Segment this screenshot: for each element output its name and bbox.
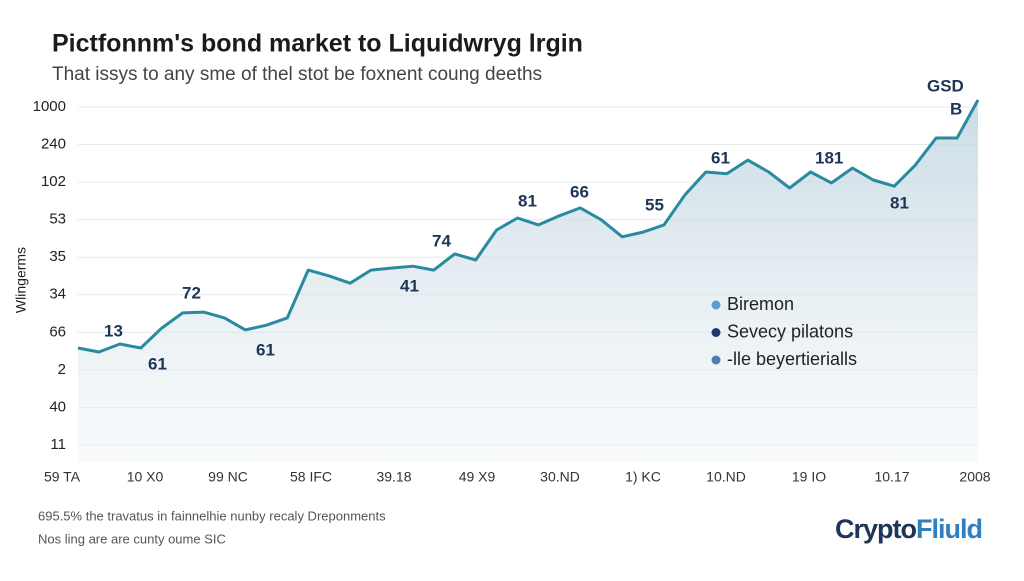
y-axis-label: 66 [49, 323, 66, 340]
annotation: 81 [890, 193, 909, 212]
y-axis-title: Wlingerms [13, 247, 29, 313]
chart-title: Pictfonnm's bond market to Liquidwryg lr… [52, 30, 583, 58]
logo: CryptoFliuld [835, 514, 982, 544]
y-axis-label: 35 [49, 248, 66, 265]
x-tick-label: 99 NC [208, 469, 248, 485]
x-tick-label: 59 TA [44, 469, 81, 485]
annotation: 72 [182, 283, 201, 302]
annotation: 74 [432, 231, 451, 250]
annotation: 61 [256, 340, 275, 359]
annotation: 66 [570, 182, 589, 201]
logo-part: Crypto [835, 514, 917, 544]
annotation: B [950, 99, 962, 118]
line [77, 99, 980, 354]
x-tick-label: 10.17 [874, 469, 909, 485]
x-tick-label: 49 X9 [459, 469, 496, 485]
area [78, 100, 978, 462]
annotation: 55 [645, 195, 664, 214]
x-tick-label: 2008 [959, 469, 990, 485]
footnote: 695.5% the travatus in fainnelhie nunby … [38, 508, 386, 523]
y-axis-label: 240 [41, 136, 66, 153]
legend: Biremon Sevecy pilatons -lle beyertieriall… [711, 294, 857, 369]
x-tick-label: 30.ND [540, 469, 580, 485]
annotation: 61 [148, 354, 167, 373]
y-axis-label: 53 [49, 211, 66, 228]
legend-label: -lle beyertierialls [727, 349, 857, 369]
x-tick-label: 58 IFC [290, 469, 332, 485]
chart-subtitle: That issys to any sme of thel stot be fo… [52, 64, 542, 85]
y-axis-label: 102 [41, 173, 66, 190]
x-tick-label: 10.ND [706, 469, 746, 485]
logo-part: Fliuld [916, 514, 982, 544]
annotation: 81 [518, 191, 537, 210]
annotation: 181 [815, 148, 843, 167]
y-axis-label: 34 [49, 286, 66, 303]
x-tick-label: 19 IO [792, 469, 826, 485]
legend-marker [711, 355, 721, 365]
legend-marker [711, 300, 721, 310]
annotation: GSD [927, 76, 964, 95]
annotation: 41 [400, 276, 419, 295]
legend-label: Biremon [727, 294, 794, 314]
legend-marker [711, 328, 721, 337]
y-axis-label: 2 [58, 361, 66, 378]
x-tick-label: 1) KC [625, 469, 661, 485]
footnote: Nos ling are are cunty oume SIC [38, 531, 226, 546]
y-axis-label: 1000 [33, 98, 66, 115]
y-axis-label: 11 [50, 436, 66, 453]
annotation: 61 [711, 148, 730, 167]
x-tick-label: 39.18 [376, 469, 411, 485]
legend-label: Sevecy pilatons [727, 321, 853, 341]
annotation: 13 [104, 321, 123, 340]
x-tick-label: 10 X0 [127, 469, 164, 485]
y-axis-label: 40 [49, 398, 66, 415]
